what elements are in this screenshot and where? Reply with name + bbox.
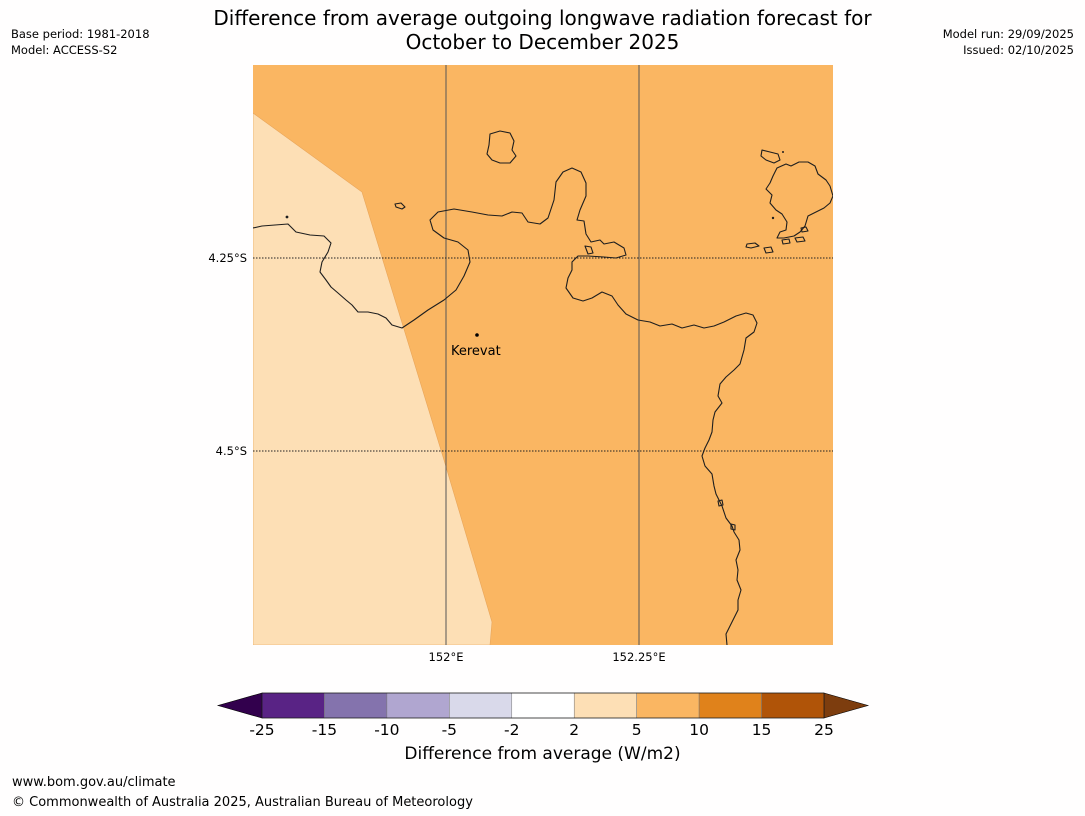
islet-3 <box>760 149 781 164</box>
colorbar-tick-label: 25 <box>814 721 834 739</box>
colorbar-bin-5 <box>511 692 575 719</box>
footer-copyright: © Commonwealth of Australia 2025, Austra… <box>12 795 473 810</box>
islet-2 <box>584 245 594 255</box>
islet-dot-3 <box>771 216 775 220</box>
colorbar-under-triangle <box>216 692 263 719</box>
colorbar-bin-7 <box>636 692 700 719</box>
islet-7 <box>794 236 806 243</box>
colorbar-bin-8 <box>698 692 762 719</box>
lon-label-152e: 152°E <box>429 650 464 664</box>
colorbar-bin-3 <box>386 692 450 719</box>
colorbar-bin-6 <box>573 692 637 719</box>
kerevat-marker <box>475 333 479 337</box>
islet-6 <box>781 238 791 245</box>
colorbar-tick-label: -2 <box>504 721 519 739</box>
islet-dot-1 <box>285 215 289 219</box>
model-text: Model: ACCESS-S2 <box>11 43 118 57</box>
coastline-main <box>253 167 758 645</box>
islet-8 <box>800 226 809 233</box>
islet-4 <box>745 242 760 249</box>
footer-url[interactable]: www.bom.gov.au/climate <box>12 775 176 790</box>
meta-left: Base period: 1981-2018 Model: ACCESS-S2 <box>11 26 150 58</box>
colorbar-tick-label: -10 <box>374 721 399 739</box>
colorbar-tick-label: 15 <box>752 721 772 739</box>
islet-5 <box>763 246 774 254</box>
colorbar-tick-label: 5 <box>632 721 642 739</box>
meta-right: Model run: 29/09/2025 Issued: 02/10/2025 <box>943 26 1074 58</box>
map-title: Difference from average outgoing longwav… <box>0 6 1085 54</box>
lat-label-4-25s: 4.25°S <box>208 251 247 265</box>
islet-1 <box>394 202 406 210</box>
issued-text: Issued: 02/10/2025 <box>963 43 1074 57</box>
colorbar-bin-9 <box>761 692 825 719</box>
lat-label-4-5s: 4.5°S <box>216 444 247 458</box>
colorbar-over-triangle <box>823 692 870 719</box>
base-period-text: Base period: 1981-2018 <box>11 27 150 41</box>
colorbar-bin-1 <box>261 692 325 719</box>
islet-dot-2 <box>782 151 784 153</box>
colorbar-tick-label: -15 <box>312 721 337 739</box>
colorbar-bin-2 <box>324 692 388 719</box>
map-title-line-2: October to December 2025 <box>405 30 680 54</box>
island-north <box>486 130 517 164</box>
islet-10 <box>717 499 724 507</box>
map-title-line-1: Difference from average outgoing longwav… <box>213 6 872 30</box>
colorbar-tick-label: 2 <box>569 721 579 739</box>
colorbar-title: Difference from average (W/m2) <box>404 744 681 764</box>
colorbar-bin-4 <box>449 692 513 719</box>
colorbar-outline <box>261 692 825 719</box>
islet-9 <box>730 523 736 531</box>
colorbar: -25 -15 -10 -5 -2 2 5 10 15 25 <box>216 692 870 739</box>
lon-label-152-25e: 152.25°E <box>612 650 665 664</box>
model-run-text: Model run: 29/09/2025 <box>942 27 1074 41</box>
colorbar-tick-label: -5 <box>442 721 457 739</box>
colorbar-tick-label: 10 <box>689 721 709 739</box>
coastline-northeast <box>765 161 833 239</box>
kerevat-label: Kerevat <box>451 344 501 359</box>
colorbar-tick-label: -25 <box>249 721 274 739</box>
map-region-2-to-5 <box>253 112 493 645</box>
forecast-map: Kerevat 4.25°S 4.5°S 152°E 152.25°E <box>208 65 833 664</box>
